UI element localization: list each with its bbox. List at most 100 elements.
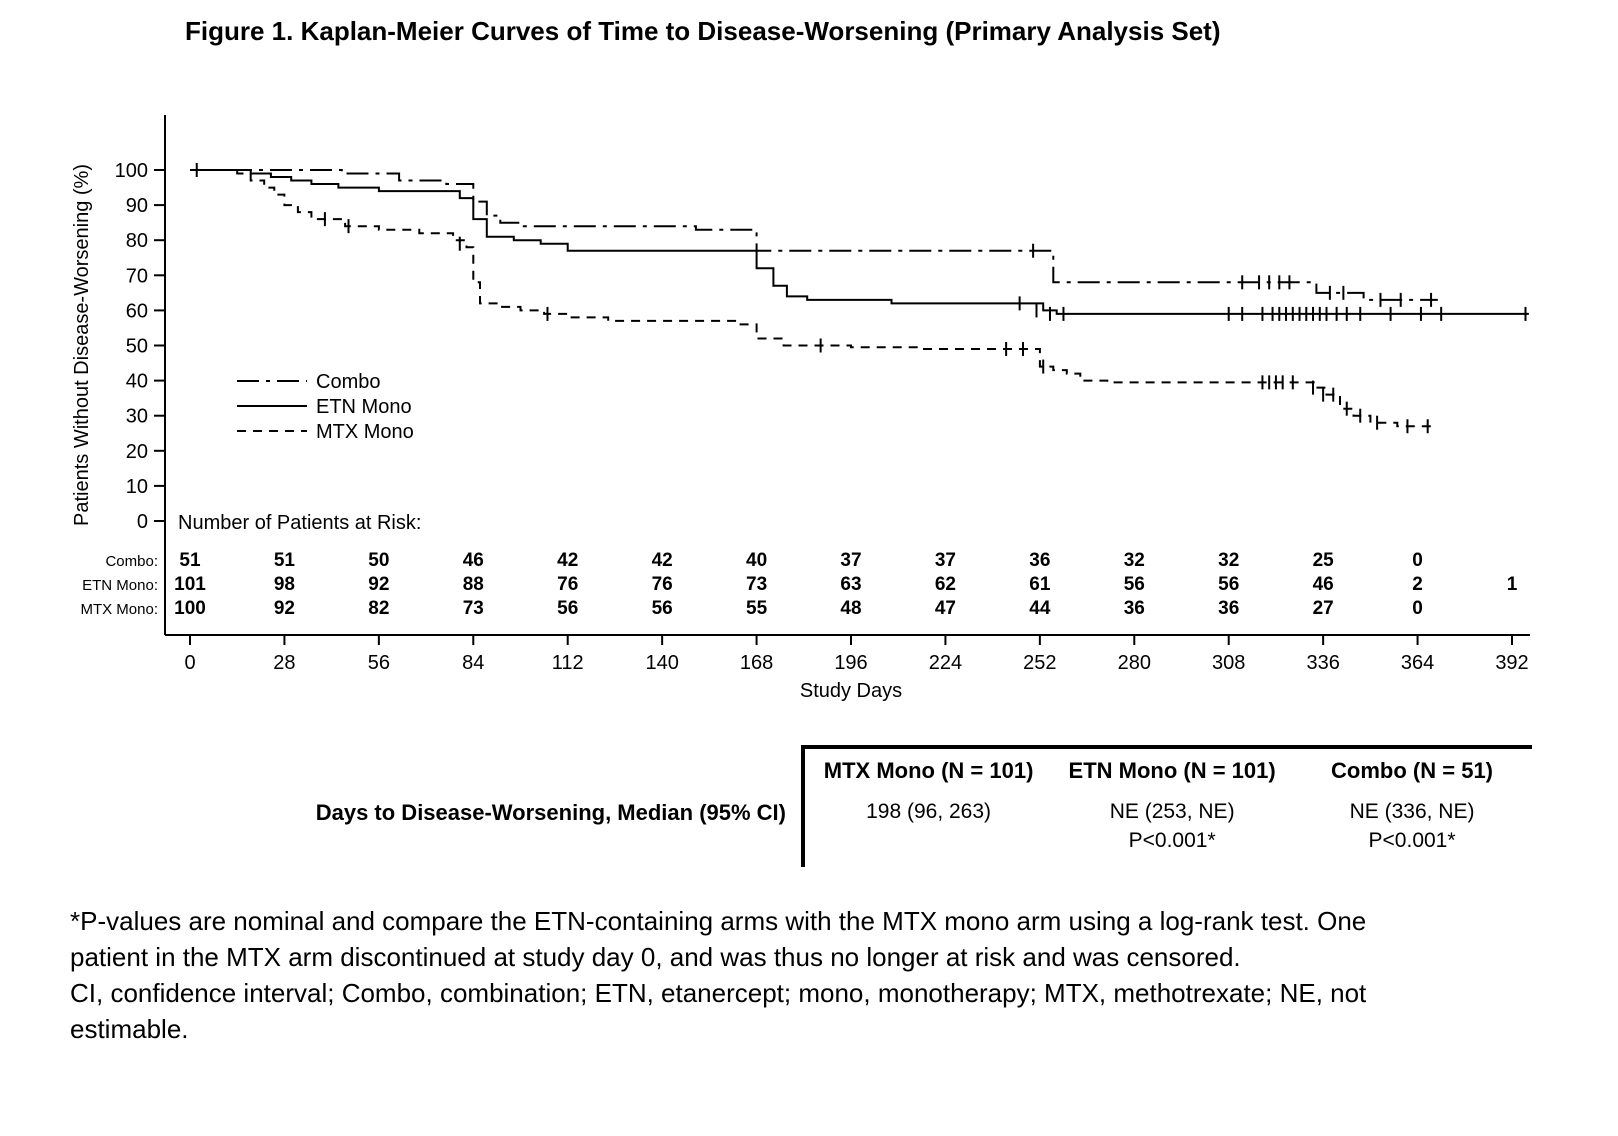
summary-value-mtx-mono: 198 (96, 263) (866, 800, 992, 823)
risk-row-label: ETN Mono: (82, 577, 158, 594)
risk-value: 48 (840, 598, 861, 619)
y-tick-label: 10 (126, 476, 148, 498)
risk-value: 73 (746, 574, 767, 595)
risk-value: 63 (840, 574, 861, 595)
risk-value: 27 (1313, 598, 1334, 619)
y-tick-label: 60 (126, 300, 148, 322)
risk-value: 37 (840, 550, 861, 571)
summary-col-mtx-mono: MTX Mono (N = 101) 198 (96, 263) (805, 749, 1052, 867)
risk-value: 76 (557, 574, 578, 595)
curve-combo (190, 169, 1438, 301)
risk-value: 56 (557, 598, 578, 619)
x-tick-label: 84 (462, 652, 484, 674)
curve-mtx-mono (190, 169, 1432, 428)
risk-value: 32 (1124, 550, 1145, 571)
x-axis-title: Study Days (800, 680, 902, 702)
x-tick-label: 224 (929, 652, 962, 674)
y-tick-label: 70 (126, 265, 148, 287)
x-tick-label: 392 (1495, 652, 1528, 674)
summary-header-mtx-mono: MTX Mono (N = 101) (823, 758, 1034, 783)
x-tick-label: 56 (368, 652, 390, 674)
risk-value: 50 (368, 550, 389, 571)
risk-value: 62 (935, 574, 956, 595)
y-tick-label: 50 (126, 336, 148, 358)
risk-value: 37 (935, 550, 956, 571)
risk-value: 56 (1124, 574, 1145, 595)
risk-value: 92 (274, 598, 295, 619)
risk-value: 36 (1218, 598, 1239, 619)
summary-pvalue-combo: P<0.001* (1368, 829, 1456, 852)
x-tick-label: 364 (1401, 652, 1434, 674)
summary-col-etn-mono: ETN Mono (N = 101) NE (253, NE) P<0.001* (1052, 749, 1292, 867)
risk-value: 56 (1218, 574, 1239, 595)
x-tick-label: 0 (184, 652, 195, 674)
summary-pvalue-etn-mono: P<0.001* (1128, 829, 1216, 852)
summary-value-etn-mono: NE (253, NE) (1109, 800, 1235, 823)
risk-value: 42 (557, 550, 578, 571)
risk-table-title: Number of Patients at Risk: (178, 512, 421, 534)
y-tick-label: 0 (137, 511, 148, 533)
risk-value: 73 (463, 598, 484, 619)
risk-row-label: Combo: (105, 553, 158, 570)
summary-row-label: Days to Disease-Worsening, Median (95% C… (315, 800, 786, 825)
risk-value: 25 (1313, 550, 1335, 571)
summary-table: MTX Mono (N = 101) 198 (96, 263) ETN Mon… (801, 745, 1532, 867)
risk-row-label: MTX Mono: (80, 601, 158, 618)
risk-value: 100 (174, 598, 206, 619)
summary-col-combo: Combo (N = 51) NE (336, NE) P<0.001* (1292, 749, 1532, 867)
x-tick-label: 28 (273, 652, 295, 674)
y-tick-label: 40 (126, 371, 148, 393)
y-tick-label: 90 (126, 195, 148, 217)
risk-value: 36 (1124, 598, 1145, 619)
legend-label: Combo (316, 371, 380, 393)
risk-value: 1 (1507, 574, 1518, 595)
risk-value: 40 (746, 550, 767, 571)
summary-header-etn-mono: ETN Mono (N = 101) (1068, 758, 1276, 783)
legend-label: ETN Mono (316, 396, 412, 418)
risk-value: 76 (652, 574, 673, 595)
footnote-abbreviations: CI, confidence interval; Combo, combinat… (70, 978, 1367, 1044)
risk-value: 47 (935, 598, 956, 619)
x-tick-label: 252 (1023, 652, 1056, 674)
risk-value: 101 (174, 574, 206, 595)
risk-value: 36 (1029, 550, 1050, 571)
risk-value: 0 (1412, 598, 1423, 619)
risk-value: 42 (652, 550, 673, 571)
risk-value: 88 (463, 574, 484, 595)
x-tick-label: 168 (740, 652, 773, 674)
risk-value: 46 (1313, 574, 1334, 595)
summary-header-combo: Combo (N = 51) (1331, 758, 1494, 783)
x-tick-label: 336 (1306, 652, 1339, 674)
footnote-pvalues: *P-values are nominal and compare the ET… (70, 906, 1367, 972)
x-tick-label: 196 (834, 652, 867, 674)
risk-value: 46 (463, 550, 484, 571)
risk-value: 51 (179, 550, 201, 571)
risk-value: 61 (1029, 574, 1051, 595)
x-tick-label: 112 (552, 652, 584, 674)
figure-title: Figure 1. Kaplan-Meier Curves of Time to… (185, 16, 1221, 46)
x-tick-label: 308 (1212, 652, 1245, 674)
risk-value: 51 (274, 550, 296, 571)
legend-label: MTX Mono (316, 421, 414, 443)
summary-value-combo: NE (336, NE) (1349, 800, 1475, 823)
risk-value: 56 (652, 598, 673, 619)
risk-value: 82 (368, 598, 389, 619)
y-axis-title: Patients Without Disease-Worsening (%) (71, 164, 93, 526)
risk-value: 0 (1412, 550, 1423, 571)
footnotes: *P-values are nominal and compare the ET… (70, 903, 1400, 1047)
risk-value: 32 (1218, 550, 1239, 571)
y-tick-label: 20 (126, 441, 148, 463)
y-tick-label: 30 (126, 406, 148, 428)
risk-value: 2 (1412, 574, 1423, 595)
summary-pvalue-mtx-mono (805, 824, 1052, 829)
curve-etn-mono (190, 169, 1529, 315)
y-tick-label: 100 (115, 160, 148, 182)
risk-value: 92 (368, 574, 389, 595)
x-tick-label: 280 (1118, 652, 1151, 674)
risk-value: 55 (746, 598, 768, 619)
risk-value: 98 (274, 574, 295, 595)
x-tick-label: 140 (645, 652, 678, 674)
risk-value: 44 (1029, 598, 1051, 619)
